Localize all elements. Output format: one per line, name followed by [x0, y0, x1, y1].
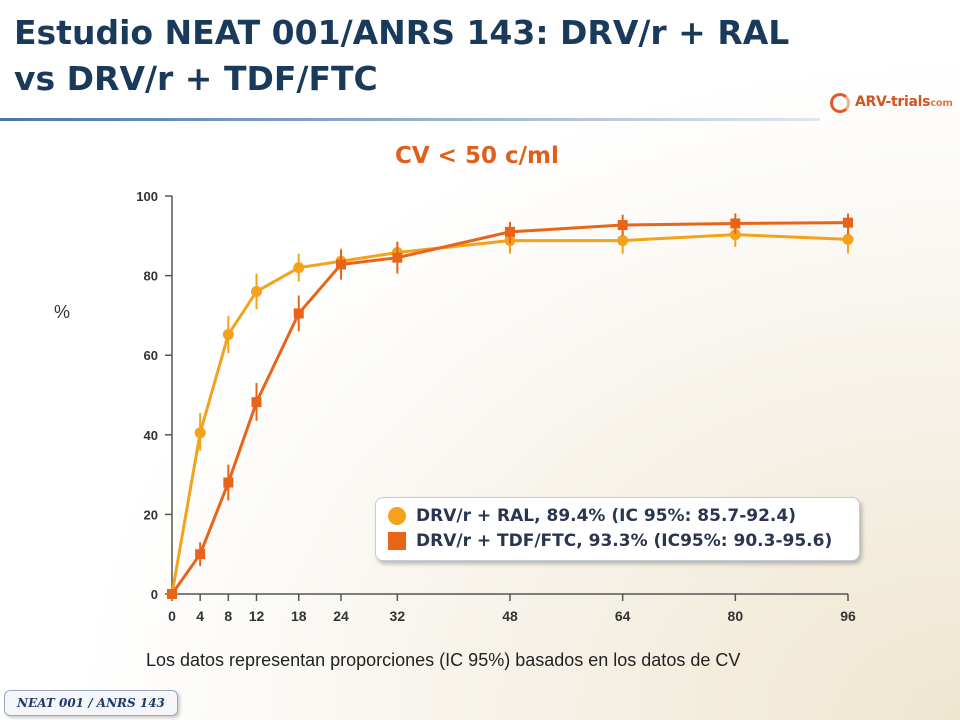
- x-tick-label: 96: [840, 608, 856, 624]
- data-point-tdf: [392, 252, 403, 263]
- legend-label-ral: DRV/r + RAL, 89.4% (IC 95%: 85.7-92.4): [416, 506, 796, 526]
- legend-item-tdf: DRV/r + TDF/FTC, 93.3% (IC95%: 90.3-95.6…: [388, 529, 832, 553]
- data-point-ral: [842, 233, 854, 245]
- study-badge-label: NEAT 001 / ANRS 143: [17, 696, 165, 710]
- data-point-tdf: [251, 397, 262, 408]
- y-tick-label: 60: [144, 348, 158, 363]
- data-point-tdf: [730, 218, 741, 229]
- data-point-tdf: [293, 308, 304, 319]
- y-tick-label: 40: [144, 428, 158, 443]
- legend-circle-marker: [388, 507, 406, 525]
- logo-text: ARV-trialscom: [855, 94, 953, 110]
- x-tick-label: 0: [168, 608, 176, 624]
- chart-title: CV < 50 c/ml: [395, 143, 559, 169]
- y-tick-label: 0: [151, 587, 158, 602]
- x-tick-label: 18: [291, 608, 307, 624]
- logo-ring-icon: [830, 93, 850, 113]
- data-point-tdf: [617, 220, 628, 231]
- legend-item-ral: DRV/r + RAL, 89.4% (IC 95%: 85.7-92.4): [388, 504, 796, 528]
- data-point-tdf: [167, 589, 177, 599]
- legend-square-marker: [388, 532, 406, 550]
- data-point-tdf: [505, 226, 515, 237]
- data-point-tdf: [195, 549, 206, 560]
- logo-suffix-text: com: [930, 98, 953, 109]
- footnote: Los datos representan proporciones (IC 9…: [146, 650, 741, 670]
- x-tick-label: 48: [502, 608, 518, 624]
- y-tick-label: 20: [144, 507, 158, 522]
- x-tick-label: 12: [249, 608, 265, 624]
- x-tick-label: 4: [196, 608, 204, 624]
- y-tick-label: 100: [136, 189, 158, 204]
- data-point-ral: [729, 229, 741, 241]
- data-point-tdf: [223, 477, 234, 488]
- y-axis-label: %: [54, 302, 71, 322]
- chart-legend: DRV/r + RAL, 89.4% (IC 95%: 85.7-92.4) D…: [375, 497, 860, 561]
- x-tick-label: 64: [615, 608, 631, 624]
- data-point-ral: [194, 427, 206, 439]
- data-point-tdf: [336, 259, 346, 270]
- x-tick-label: 24: [333, 608, 349, 624]
- data-point-ral: [251, 286, 262, 298]
- data-point-tdf: [843, 217, 853, 228]
- y-tick-label: 80: [144, 269, 158, 284]
- logo-main-text: ARV-trials: [855, 94, 931, 110]
- title-underline: [0, 118, 820, 121]
- arv-trials-logo: ARV-trialscom: [825, 88, 953, 120]
- study-badge: NEAT 001 / ANRS 143: [4, 690, 178, 716]
- x-tick-label: 8: [224, 608, 232, 624]
- legend-label-tdf: DRV/r + TDF/FTC, 93.3% (IC95%: 90.3-95.6…: [416, 531, 833, 551]
- x-tick-label: 32: [390, 608, 406, 624]
- data-point-ral: [617, 235, 629, 247]
- data-point-ral: [222, 329, 234, 341]
- data-point-ral: [293, 262, 305, 274]
- x-tick-label: 80: [728, 608, 744, 624]
- slide-title: Estudio NEAT 001/ANRS 143: DRV/r + RAL v…: [14, 13, 790, 98]
